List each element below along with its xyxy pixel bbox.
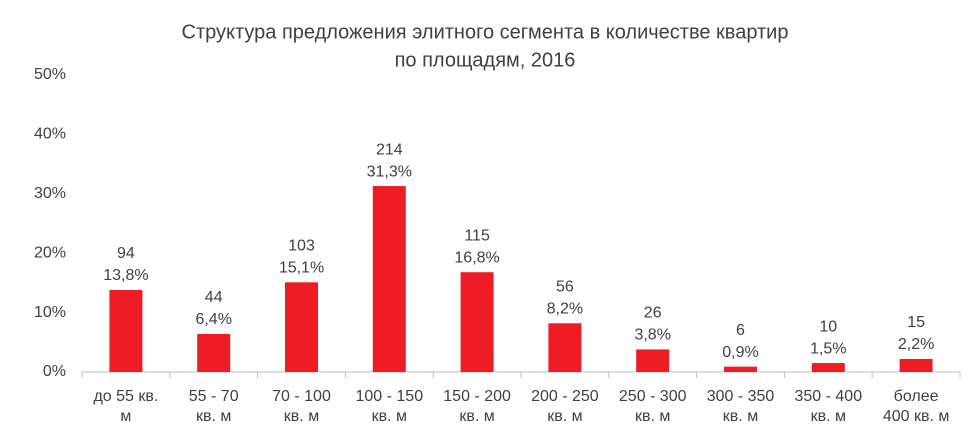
x-tick-label: кв. м [196,408,231,425]
x-tick-label: кв. м [547,408,582,425]
value-label: 31,3% [367,163,412,180]
x-tick-label: более [894,388,939,405]
x-tick-label: 55 - 70 [189,388,239,405]
bar [724,366,757,372]
x-tick-label: кв. м [372,408,407,425]
value-label: 6,4% [195,311,231,328]
count-label: 94 [117,245,135,262]
x-tick-label: м [120,408,131,425]
x-tick-label: 400 кв. м [883,408,950,425]
bar [285,282,318,372]
bar [899,358,933,372]
bar [109,290,143,372]
y-tick-label: 30% [34,185,66,202]
y-tick-label: 20% [34,244,66,261]
value-label: 1,5% [810,340,846,357]
count-label: 115 [464,227,490,244]
value-label: 8,2% [547,301,583,318]
value-label: 16,8% [454,249,499,266]
count-label: 26 [644,305,662,322]
y-tick-label: 50% [34,66,66,83]
count-label: 15 [907,314,925,331]
count-label: 44 [205,289,223,306]
x-tick-label: кв. м [459,408,494,425]
value-label: 2,2% [898,336,934,353]
x-tick-label: кв. м [284,408,319,425]
y-tick-label: 0% [43,363,66,380]
bar [636,349,670,372]
x-tick-label: до 55 кв. [93,388,158,405]
x-tick-label: 100 - 150 [355,388,423,405]
bar [811,363,845,372]
bar [548,323,582,372]
x-tick-label: 150 - 200 [443,388,511,405]
x-tick-label: кв. м [811,408,846,425]
count-label: 214 [376,141,403,158]
x-tick-label: кв. м [723,408,758,425]
count-label: 10 [819,318,837,335]
x-tick-label: кв. м [635,408,670,425]
x-tick-label: 200 - 250 [531,388,599,405]
y-tick-label: 40% [34,126,66,143]
chart-title: Структура предложения элитного сегмента … [182,21,789,43]
x-tick-label: 300 - 350 [707,388,775,405]
x-tick-label: 350 - 400 [794,388,862,405]
value-label: 15,1% [279,260,324,277]
bar [197,333,231,372]
bar [460,272,494,372]
value-label: 0,9% [722,344,758,361]
value-label: 13,8% [103,267,148,284]
value-label: 3,8% [634,327,670,344]
y-tick-label: 10% [34,304,66,321]
count-label: 103 [288,238,315,255]
count-label: 6 [736,322,745,339]
bar [372,186,406,372]
chart-title: по площадям, 2016 [395,49,576,71]
count-label: 56 [556,279,574,296]
x-tick-label: 70 - 100 [272,388,331,405]
x-tick-label: 250 - 300 [619,388,687,405]
